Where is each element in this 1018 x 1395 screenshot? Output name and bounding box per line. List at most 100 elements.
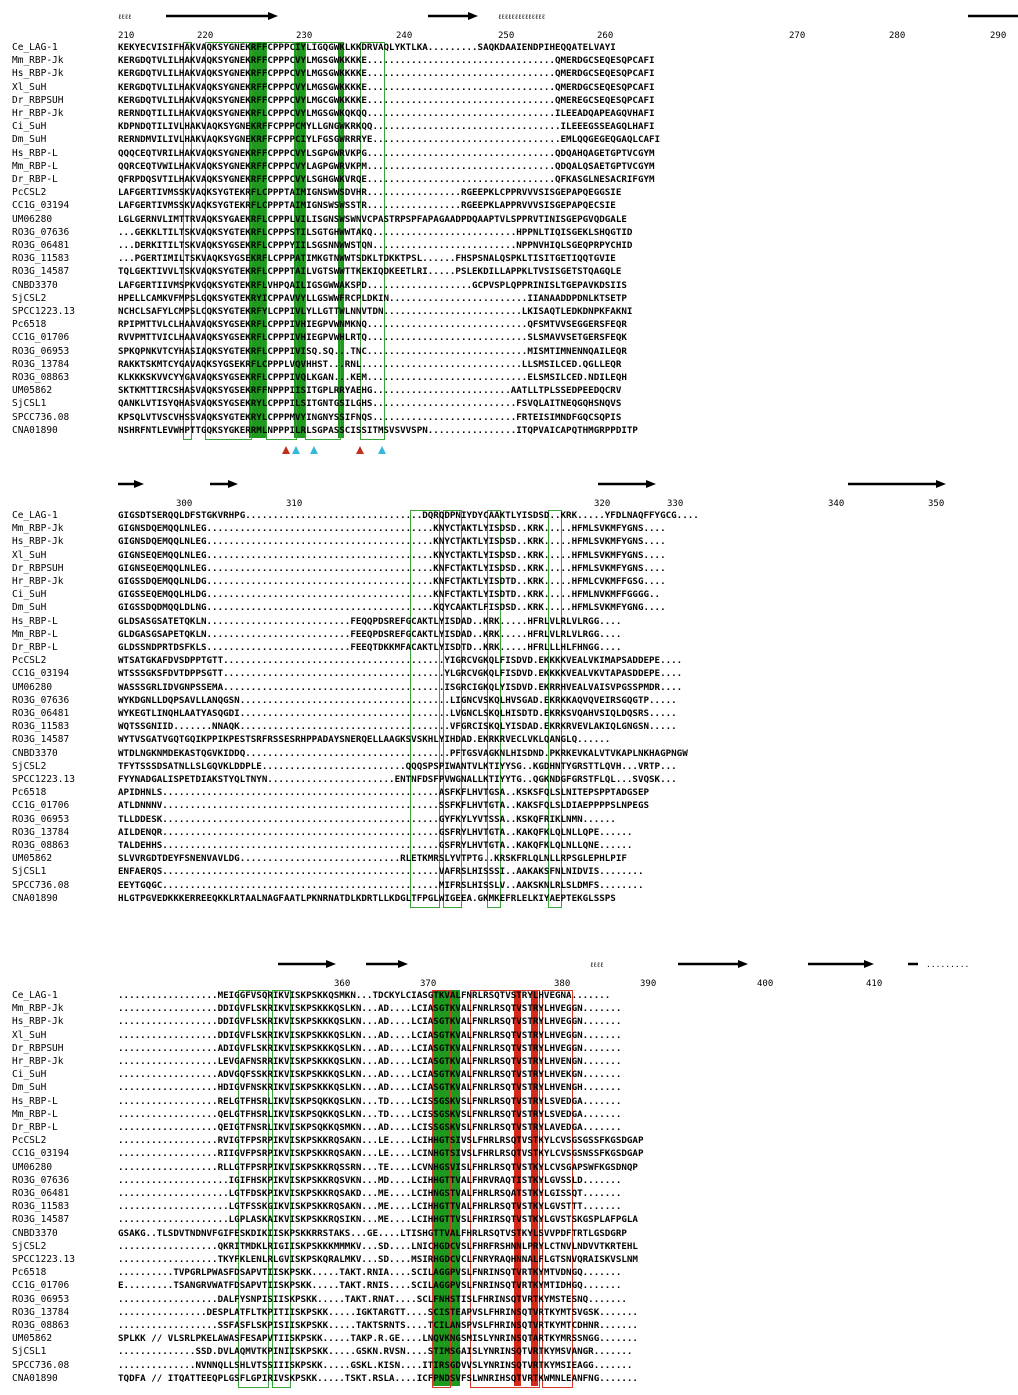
ruler-numbers: 360 370 380 390 400 410	[334, 979, 882, 989]
sequence-residues: RAKKTSKMTCYGAVAQKSYGSEKRFLCPPPLVQVHHST..…	[118, 358, 622, 370]
strand-arrow-head	[228, 480, 238, 488]
similar-column-box-red	[470, 990, 540, 1388]
sequence-name: Dr_RBPSUH	[12, 1042, 64, 1054]
sequence-name: Hs_RBP-Jk	[12, 68, 64, 80]
alignment-block-3: ℓℓℓℓ ......... 360 370 380 390 400 410 Ce_LAG…	[0, 960, 1018, 1395]
sequence-row: Mm_RBP-L QQRCEQTVWILHAKVAQKSYGNEKRFFCPPPC…	[0, 161, 1018, 173]
sequence-row: CC1G_03194 WTSSSGKSFDVTDPPSGTT...........…	[0, 668, 1018, 680]
sequence-name: SjCSL2	[12, 760, 47, 772]
sequence-name: RO3G_07636	[12, 694, 70, 706]
sequence-name: Pc6518	[12, 319, 47, 331]
ruler-number: 250	[498, 31, 514, 41]
sequence-name: Xl_SuH	[12, 81, 47, 93]
sequence-residues: WQTSSGNIID.......NNAQK..................…	[118, 721, 677, 733]
sequence-row: UM05862 SKTKMTTIRCSHASVAQKSYGSEKRFFNPPPII…	[0, 385, 1018, 397]
sequence-residues: KPSQLVTVSCVHSSVAQKSYGTEKRYLCPPPMVYINGNYS…	[118, 411, 622, 423]
sequence-residues: GLDSSNDPRTDSFKLS........................…	[118, 642, 622, 653]
sequence-residues: ENFAERQS................................…	[118, 866, 644, 878]
sequence-residues: KEKYECVISIFHAKVAQKSYGNEKRFFCPPPCIYLIGQGW…	[118, 42, 616, 53]
sequence-residues: GIGNSEQEMQQLNLEG........................…	[118, 549, 666, 561]
sequence-residues: GIGSSDQDMQQLDLNG........................…	[118, 602, 666, 614]
strand-arrow-head	[936, 480, 946, 488]
sequence-residues: KDPNDQTILIVLHAKVAQKSYGNEKRFFCPPPCMYLLGNG…	[118, 121, 655, 133]
sequence-name: Hr_RBP-Jk	[12, 108, 64, 119]
sequence-row: RO3G_08863 KLKKKSKVVCYYGAVAQKSYGSEKRFLCPP…	[0, 372, 1018, 384]
sequence-residues: HPELLCAMKVFMPSLGQKSYGTEKRYICPPAVVYLLGSWW…	[118, 292, 627, 304]
sequence-row: SjCSL2 ..................QKRITMDKLRIGIISK…	[0, 1241, 1018, 1253]
sequence-name: Ci_SuH	[12, 121, 47, 133]
sequence-residues: LGLGERNVLIMTTRVAQKSYGAEKRFLCPPPLVILISGNS…	[118, 213, 627, 225]
sequence-name: Hs_RBP-L	[12, 147, 58, 159]
ruler-numbers: 300 310 320 330 340 350	[176, 499, 944, 509]
sequence-residues: ..................QEIGTFNSRLIKVISKPSQKKQ…	[118, 1122, 622, 1133]
sequence-row: UM06280 WASSSGRLIDVGNPSSEMA..............…	[0, 682, 1018, 694]
similar-column-box	[271, 990, 292, 1388]
sequence-residues: KERGDQTVLILHAKVAQKSYGNEKRFFCPPPCVYLMGSGW…	[118, 68, 655, 80]
similar-column-box	[238, 990, 270, 1388]
sequence-row: Dr_RBP-L ..................QEIGTFNSRLIKVI…	[0, 1122, 1018, 1134]
sequence-row: Ce_LAG-1 ..................MEIGGFVSQRIKVI…	[0, 990, 1018, 1002]
sequence-row: SjCSL2 HPELLCAMKVFMPSLGQKSYGTEKRYICPPAVVY…	[0, 293, 1018, 305]
ruler-number: 220	[197, 31, 213, 41]
sequence-name: RO3G_07636	[12, 1174, 70, 1186]
sequence-name: Dr_RBP-L	[12, 642, 58, 653]
cyan-triangle-marker	[378, 446, 386, 454]
similar-column-box-red	[542, 990, 573, 1388]
sequence-residues: ................DESPLATFLTKPITIISKPSKK..…	[118, 1306, 638, 1318]
sequence-name: Hs_RBP-Jk	[12, 1016, 64, 1028]
strand-arrow-head	[738, 960, 748, 968]
sequence-name: Mm_RBP-L	[12, 160, 58, 172]
sequence-residues: ..................DDIGVFLSKRIKVISKPSKKKQ…	[118, 1003, 622, 1015]
sequence-row: Ci_SuH GIGSSEQEMQQLHLDG..................…	[0, 589, 1018, 601]
sequence-name: RO3G_14587	[12, 734, 70, 746]
sequence-name: RO3G_11583	[12, 721, 70, 733]
sequence-residues: WTDLNGKNMDEKASTQGVKIDDQ.................…	[118, 747, 688, 759]
strand-arrow-head	[268, 12, 278, 20]
sequence-residues: ..................RIIGVFPSRPIKVISKPSKKRQ…	[118, 1148, 644, 1160]
sequence-name: Hr_RBP-Jk	[12, 1056, 64, 1067]
sequence-row: RO3G_14587 ....................LGPLASKAIK…	[0, 1214, 1018, 1226]
sequence-residues: FYYNADGALISPETDIAKSTYQLTNYN.............…	[118, 774, 677, 785]
sequence-row: Hs_RBP-Jk ..................DDIGVFLSKRIKV…	[0, 1016, 1018, 1028]
sequence-name: RO3G_06481	[12, 240, 70, 251]
similar-column-box-red	[431, 990, 452, 1388]
secondary-structure-ruler-3: ℓℓℓℓ ......... 360 370 380 390 400 410	[278, 960, 969, 989]
sequence-row: RO3G_08863 ..................SSFASFLSKPIS…	[0, 1320, 1018, 1332]
sequence-row: Ce_LAG-1 GIGSDTSERQQLDFSTGKVRHPG.........…	[0, 510, 1018, 522]
identical-column-fill-red	[531, 990, 538, 1386]
sequence-row: Ci_SuH ..................ADVGQFSSKRIKVISK…	[0, 1069, 1018, 1081]
sequence-row: Xl_SuH KERGDQTVLILHAKVAQKSYGNEKRFFCPPPCVY…	[0, 82, 1018, 94]
sequence-row: SjCSL1 ..............SSD.DVLAQMVTKPINIISK…	[0, 1346, 1018, 1358]
similar-column-box	[486, 510, 501, 908]
sequence-residues: ...PGERTIMILTSKVAQKSYGSEKRFLCPPPATIMKGTN…	[118, 253, 616, 265]
identical-column-fill	[431, 990, 461, 1386]
sequence-name: Pc6518	[12, 787, 47, 799]
sequence-name: RO3G_08863	[12, 1320, 70, 1331]
sequence-row: RO3G_14587 TQLGEKTIVVLTSKVAQKSYGTEKRFLCPP…	[0, 266, 1018, 278]
sequence-residues: GSAKG..TLSDVTNDNVFGIFESKDIKIISKPSKKRRSTA…	[118, 1227, 627, 1239]
sequence-residues: WYKEGTLINQHLAATYASQGDI..................…	[118, 708, 677, 719]
sequence-residues: KERGDQTVLILHAKVAQKSYGNEKRFFCPPPCVYLMGSGW…	[118, 55, 655, 67]
alignment-block-2: 300 310 320 330 340 350 Ce_LAG-1 GIGSDTSERQQLD…	[0, 480, 1018, 920]
sequence-row: CC1G_03194 LAFGERTIVMSSKVAQKSYGTEKRFLCPPP…	[0, 200, 1018, 212]
ruler-number: 280	[889, 31, 905, 41]
sequence-residues: KERGDQTVLILHAKVAQKSYGNEKRFFCPPPCVYLMGCGW…	[118, 94, 655, 106]
sequence-row: SPCC1223.13 NCHCLSAFYLCMPSLCQKSYGTEKRFYLC…	[0, 306, 1018, 318]
sequence-row: RO3G_07636 ...GEKKLTILTSKVAQKSYGTEKRFLCPP…	[0, 227, 1018, 239]
sequence-name: RO3G_06953	[12, 813, 70, 825]
sequence-residues: KLKKKSKVVCYYGAVAQKSYGSEKRFLCPPPIVQLKGAN.…	[118, 372, 627, 383]
sequence-row: Dm_SuH ..................HDIGVFNSKRIKVISK…	[0, 1082, 1018, 1094]
sequence-residues: ..................RVIGTFPSRPIKVISKPSKKRQ…	[118, 1135, 644, 1147]
sequence-row: Dm_SuH GIGSSDQDMQQLDLNG..................…	[0, 602, 1018, 614]
sequence-name: CC1G_01706	[12, 1280, 70, 1292]
sequence-row: Xl_SuH ..................DDIGVFLSKRIKVISK…	[0, 1030, 1018, 1042]
sequence-name: UM05862	[12, 1333, 53, 1345]
sequence-name: RO3G_13784	[12, 1306, 70, 1318]
strand-arrow-head	[326, 960, 336, 968]
similar-column-box	[547, 510, 562, 908]
sequence-name: CC1G_03194	[12, 1148, 70, 1160]
sequence-name: RO3G_06481	[12, 1188, 70, 1199]
sequence-residues: GIGSSEQEMQQLHLDG........................…	[118, 589, 661, 601]
sequence-name: SPCC736.08	[12, 411, 70, 423]
sequence-row: Hs_RBP-L GLDSASGSATETQKLN................…	[0, 616, 1018, 628]
